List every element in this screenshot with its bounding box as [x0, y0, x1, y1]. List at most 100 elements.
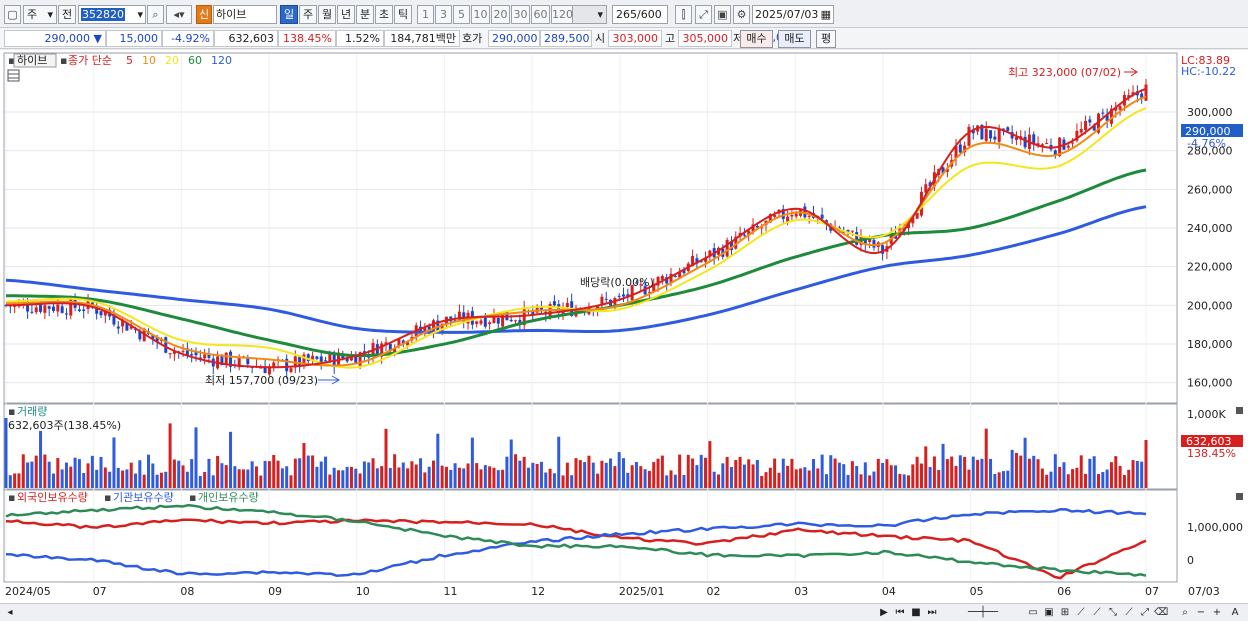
eraser-icon[interactable]: ⌫: [1154, 607, 1169, 618]
scroll-left-icon[interactable]: ◂: [7, 607, 13, 618]
font-size-icon[interactable]: A: [1231, 607, 1239, 618]
candle-body: [695, 258, 699, 264]
candle-body: [34, 307, 38, 313]
volume-bar: [30, 461, 34, 488]
candle-body: [967, 126, 971, 146]
avg-button[interactable]: 평: [816, 30, 836, 48]
candle-body: [354, 354, 358, 365]
volume-bar: [60, 469, 64, 488]
volume-bar: [229, 431, 233, 488]
bottom-scrollbar[interactable]: ◂ ▶ ⏮ ■ ⏭ ──┼── ▭ ▣ ⊞ ⟋ ⟋ ⤡ ⟋ ⤢ ⌫ ⌕ − + …: [0, 603, 1248, 621]
buy-button[interactable]: 매수: [740, 30, 773, 48]
interval-button-120[interactable]: 120: [551, 5, 573, 24]
search-icon[interactable]: ⌕: [147, 5, 164, 24]
candle-body: [971, 129, 975, 134]
zoom-icon[interactable]: ⌕: [1182, 607, 1188, 618]
volume-bar: [423, 472, 427, 488]
volume-bar: [345, 466, 349, 488]
zoom-out-icon[interactable]: −: [1196, 607, 1206, 618]
window-icon[interactable]: ▢: [4, 5, 21, 24]
chart-type-icon[interactable]: ▭: [1028, 607, 1038, 618]
chart-area[interactable]: 300,000 280,000 260,000 240,000 220,000 200,0…: [0, 50, 1248, 603]
candle-body: [82, 309, 86, 312]
period-tab-3[interactable]: 년: [337, 5, 355, 24]
stock-chart[interactable]: 300,000 280,000 260,000 240,000 220,000 200,0…: [0, 50, 1248, 603]
volume-bar: [492, 467, 496, 488]
volume-bar: [928, 467, 932, 488]
candle-body: [565, 302, 569, 308]
period-tab-0[interactable]: 일: [280, 5, 298, 24]
volume-bar: [1027, 458, 1031, 488]
candle-body: [1084, 120, 1088, 131]
volume-bar: [673, 474, 677, 488]
compare-icon[interactable]: ⊞: [1060, 607, 1070, 618]
candle-body: [790, 215, 794, 217]
volume-bar: [539, 461, 543, 488]
period-tab-2[interactable]: 월: [318, 5, 336, 24]
volume-bar: [332, 467, 336, 488]
compare-icon[interactable]: ⤢: [695, 5, 712, 24]
sell-button[interactable]: 매도: [778, 30, 811, 48]
interval-select[interactable]: ▾: [571, 5, 607, 24]
gear-icon[interactable]: ⚙: [733, 5, 750, 24]
candle-body: [103, 311, 107, 316]
ma-line-120: [5, 205, 1147, 334]
capture-icon[interactable]: ▣: [1044, 607, 1054, 618]
period-tab-1[interactable]: 주: [299, 5, 317, 24]
volume-bar: [406, 468, 410, 488]
volume-bar: [704, 457, 708, 488]
save-icon[interactable]: ▣: [714, 5, 731, 24]
stop-icon[interactable]: ■: [911, 607, 921, 618]
volume-bar: [682, 474, 686, 488]
period-tab-4[interactable]: 분: [356, 5, 374, 24]
interval-button-5[interactable]: 5: [453, 5, 470, 24]
code-input[interactable]: 352820 ▾: [78, 5, 146, 24]
draw-channel-icon[interactable]: ⟋: [1093, 607, 1101, 618]
panel-bullet: ▪: [104, 491, 111, 504]
x-tick-label: 2025/01: [619, 585, 665, 598]
market-select[interactable]: 주 ▾: [23, 5, 57, 24]
step-back-icon[interactable]: ⏮: [895, 607, 905, 618]
period-tab-6[interactable]: 틱: [394, 5, 412, 24]
zoom-slider[interactable]: ──┼──: [967, 607, 999, 618]
candle-body: [855, 232, 859, 245]
period-tab-5[interactable]: 초: [375, 5, 393, 24]
candle-icon[interactable]: ⫿: [675, 5, 692, 24]
interval-button-10[interactable]: 10: [471, 5, 490, 24]
date-field[interactable]: 2025/07/03 ▦: [752, 5, 834, 24]
interval-button-30[interactable]: 30: [511, 5, 530, 24]
step-forward-icon[interactable]: ⏭: [927, 607, 937, 618]
close-icon[interactable]: [1236, 493, 1243, 500]
volume-bar: [578, 460, 582, 488]
candle-body: [1101, 112, 1105, 114]
arrow-tool-icon[interactable]: ⤢: [1141, 607, 1149, 618]
trend-icon[interactable]: ⤡: [1109, 607, 1117, 618]
candle-body: [306, 354, 310, 362]
volume-bar: [552, 473, 556, 488]
candle-body: [1092, 124, 1096, 131]
volume-bar: [479, 469, 483, 488]
close-icon[interactable]: [1236, 407, 1243, 414]
interval-button-3[interactable]: 3: [435, 5, 452, 24]
count-field[interactable]: 265/600: [612, 5, 668, 24]
interval-button-60[interactable]: 60: [531, 5, 550, 24]
volume-bar: [1071, 469, 1075, 488]
play-icon[interactable]: ▶: [880, 607, 888, 618]
zoom-in-icon[interactable]: +: [1212, 607, 1222, 618]
volume-bar: [544, 472, 548, 488]
prev-button[interactable]: 전: [58, 5, 76, 24]
holdings-tick-1m: 1,000,000: [1187, 521, 1243, 534]
interval-button-1[interactable]: 1: [417, 5, 434, 24]
candle-body: [691, 256, 695, 267]
min-annotation: 최저 157,700 (09/23): [205, 374, 318, 387]
sound-icon[interactable]: ◂▾: [166, 5, 192, 24]
volume-bar: [401, 462, 405, 488]
fibo-icon[interactable]: ⟋: [1125, 607, 1133, 618]
interval-button-20[interactable]: 20: [491, 5, 510, 24]
table-icon[interactable]: [7, 69, 20, 82]
stock-name-field[interactable]: 하이브: [213, 5, 277, 24]
candle-body: [56, 304, 60, 312]
candle-body: [26, 305, 30, 312]
calendar-icon[interactable]: ▦: [820, 8, 831, 21]
draw-line-icon[interactable]: ⟋: [1077, 607, 1085, 618]
